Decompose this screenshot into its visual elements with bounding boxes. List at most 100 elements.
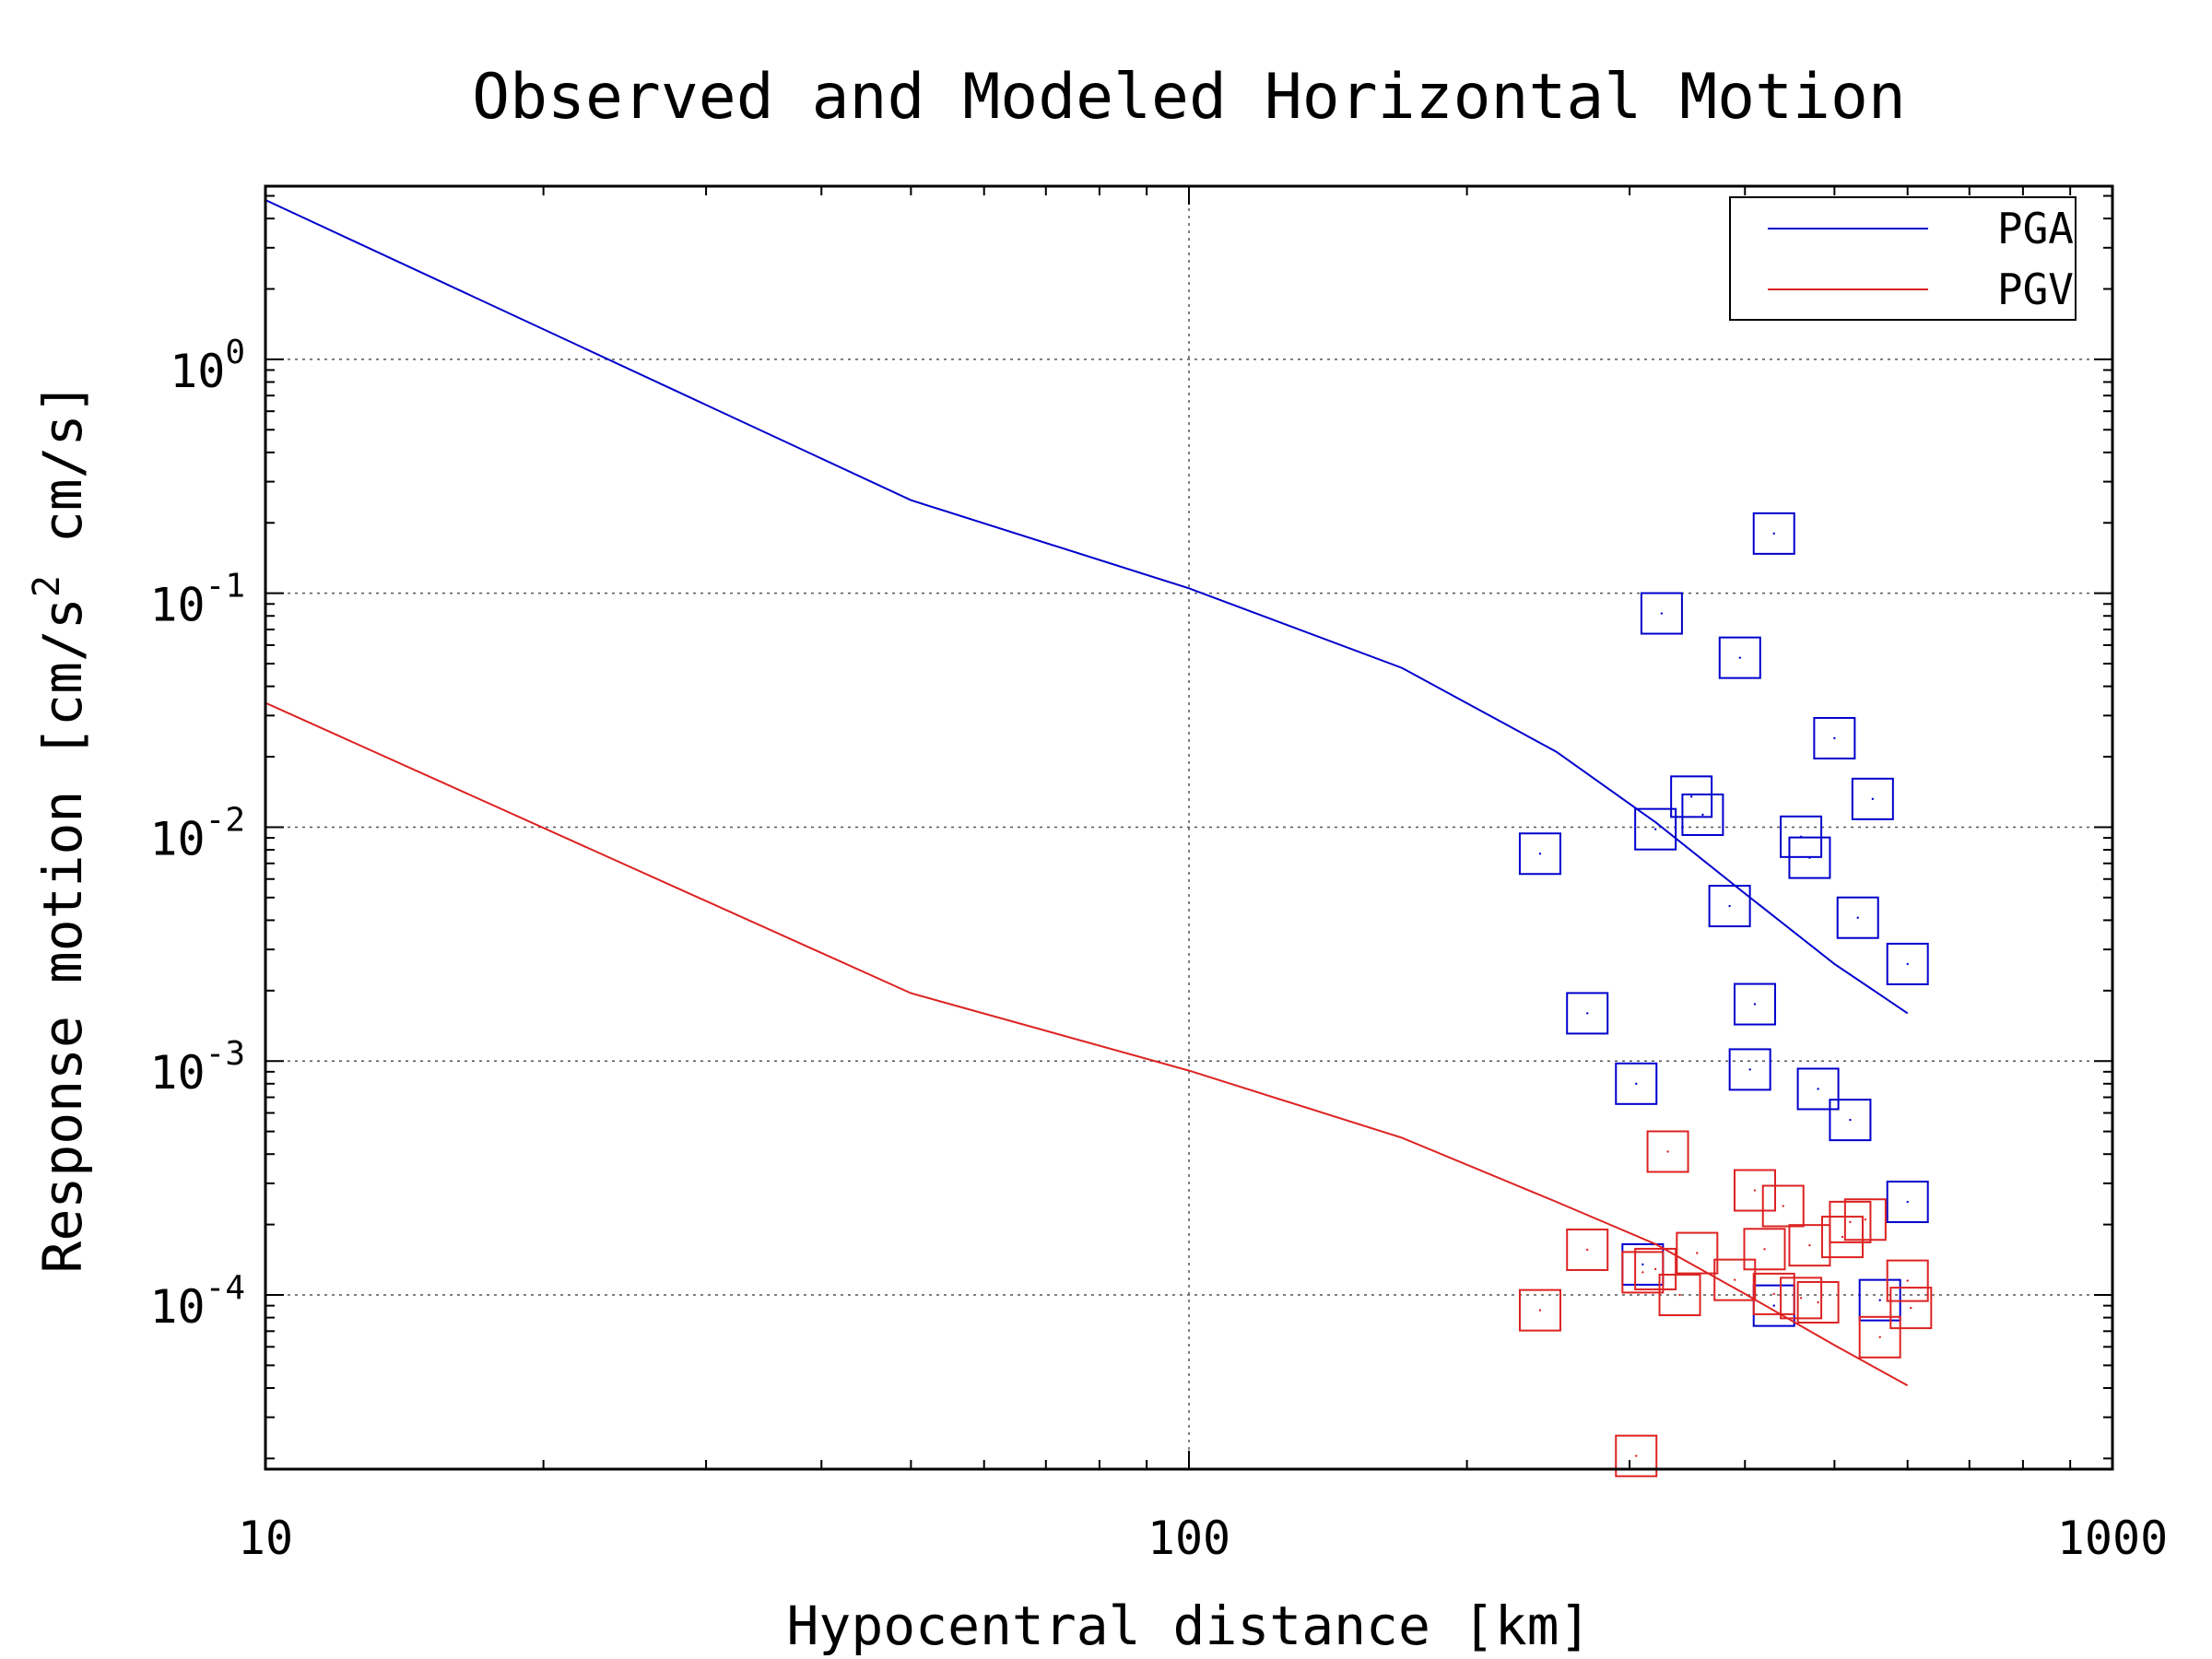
pga-observed-point-center	[1653, 828, 1657, 830]
y-tick-label-base: 10	[149, 579, 205, 632]
pga-observed-point-center	[1701, 813, 1704, 817]
pgv-observed-point	[1780, 1277, 1823, 1320]
pga-observed-point-center	[1641, 1263, 1644, 1266]
pgv-observed-point-center	[1635, 1454, 1638, 1457]
pga-observed-point	[1813, 716, 1856, 759]
pgv-observed-point	[1752, 1272, 1795, 1315]
pga-observed-point	[1615, 1062, 1658, 1105]
pga-observed-point	[1734, 982, 1777, 1026]
legend: PGA PGV	[1729, 196, 2077, 321]
pga-observed-point	[1670, 775, 1713, 818]
pga-observed-point	[1829, 1099, 1872, 1142]
pgv-observed-point	[1843, 1198, 1887, 1241]
pgv-observed-point	[1676, 1231, 1719, 1275]
legend-label-pga: PGA	[1997, 204, 2074, 253]
pga-observed-point-center	[1753, 1003, 1757, 1006]
pgv-observed-point	[1518, 1288, 1561, 1332]
x-tick-label: 1000	[2057, 1512, 2168, 1565]
pgv-observed-point	[1788, 1224, 1831, 1267]
y-tick-label: 100	[170, 334, 245, 398]
chart-title: Observed and Modeled Horizontal Motion	[472, 61, 1906, 134]
pgv-observed-point	[1734, 1169, 1777, 1212]
pgv-observed-point	[1646, 1130, 1689, 1173]
series-layer	[265, 199, 1933, 1477]
y-tick-label-exponent: 0	[225, 334, 245, 371]
pgv-observed-point-center	[1734, 1278, 1736, 1281]
pgv-observed-point-center	[1910, 1306, 1912, 1310]
y-tick-label: 10-1	[149, 568, 245, 632]
pga-observed-point-center	[1738, 656, 1741, 659]
y-tick-label-exponent: -1	[206, 568, 245, 606]
y-tick-label-exponent: -3	[206, 1035, 245, 1073]
y-tick-label-exponent: -2	[206, 801, 245, 839]
x-tick-label: 10	[238, 1512, 293, 1565]
pgv-observed-point-center	[1782, 1205, 1784, 1207]
pga-observed-point	[1836, 896, 1879, 939]
pgv-observed-point	[1634, 1247, 1677, 1290]
pgv-observed-point-center	[1641, 1271, 1644, 1274]
pga-observed-point-center	[1689, 795, 1693, 798]
pgv-observed-point-center	[1586, 1248, 1589, 1252]
pgv-observed-point	[1761, 1184, 1805, 1228]
pga-model-line	[265, 199, 1909, 1015]
pga-observed-point	[1788, 836, 1831, 879]
pgv-observed-point-center	[1906, 1279, 1909, 1282]
pgv-observed-point-center	[1753, 1189, 1757, 1192]
pgv-observed-point-center	[1841, 1235, 1844, 1239]
pga-observed-point	[1566, 992, 1609, 1035]
pga-observed-point-center	[1728, 904, 1731, 908]
pgv-observed-point-center	[1763, 1248, 1766, 1251]
pgv-model-line	[265, 701, 1909, 1387]
series-pgv	[265, 701, 1933, 1477]
pga-observed-point	[1886, 942, 1929, 985]
pgv-observed-point	[1615, 1434, 1658, 1477]
pga-observed-point	[1886, 1181, 1929, 1224]
pgv-observed-point-center	[1864, 1218, 1867, 1221]
y-tick-label-base: 10	[149, 1280, 205, 1334]
pga-observed-point	[1728, 1048, 1771, 1091]
pga-observed-point	[1718, 636, 1761, 679]
pga-observed-point-center	[1635, 1082, 1638, 1086]
pga-observed-point-center	[1849, 1118, 1852, 1122]
pgv-observed-point	[1820, 1216, 1864, 1259]
pga-observed-point-center	[1817, 1088, 1819, 1090]
pga-observed-point-center	[1871, 797, 1875, 801]
pgv-observed-point-center	[1799, 1297, 1803, 1300]
pgv-observed-point	[1858, 1315, 1901, 1359]
pgv-observed-point	[1796, 1281, 1840, 1324]
pga-observed-point-center	[1906, 962, 1909, 966]
legend-box	[1729, 196, 2077, 321]
pga-observed-point-center	[1538, 853, 1542, 855]
y-tick-label-base: 10	[149, 812, 205, 865]
pgv-observed-point-center	[1538, 1309, 1542, 1312]
y-tick-label: 10-3	[149, 1035, 245, 1100]
pgv-observed-point-center	[1849, 1220, 1852, 1224]
y-tick-label-exponent: -4	[206, 1269, 245, 1307]
pgv-observed-point-center	[1817, 1300, 1819, 1304]
pgv-observed-point	[1658, 1274, 1701, 1317]
pga-observed-point-center	[1856, 916, 1859, 919]
pgv-observed-point	[1829, 1200, 1872, 1243]
pga-observed-point	[1752, 512, 1795, 555]
x-axis-label: Hypocentral distance [km]	[787, 1594, 1592, 1657]
x-tick-label: 100	[1147, 1512, 1230, 1565]
pgv-observed-point-center	[1808, 1243, 1811, 1247]
pgv-observed-point-center	[1678, 1293, 1681, 1297]
pga-observed-point	[1851, 777, 1894, 820]
y-tick-label: 10-2	[149, 801, 245, 865]
y-axis-label-superscript: 2	[26, 575, 68, 597]
pga-observed-point-center	[1748, 1068, 1751, 1071]
y-axis-label: Response motion [cm/s2 cm/s]	[26, 382, 94, 1274]
y-tick-label-base: 10	[170, 345, 225, 398]
axis-ticks	[265, 186, 2112, 1469]
y-axis-label-part: cm/s]	[31, 382, 94, 576]
legend-label-pgv: PGV	[1997, 265, 2074, 314]
pgv-observed-point	[1886, 1259, 1929, 1302]
pgv-observed-point-center	[1666, 1150, 1669, 1153]
pga-observed-point-center	[1660, 612, 1664, 615]
pgv-observed-point	[1621, 1251, 1665, 1294]
plot-frame	[264, 184, 2114, 1471]
pga-observed-point	[1708, 885, 1751, 928]
